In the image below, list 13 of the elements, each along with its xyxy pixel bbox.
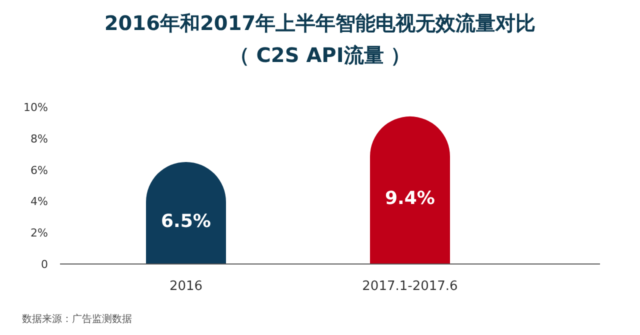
- x-tick-label: 2017.1-2017.6: [362, 279, 458, 294]
- chart-title: 2016年和2017年上半年智能电视无效流量对比: [104, 11, 536, 35]
- data-label: 9.4%: [385, 188, 435, 210]
- y-tick-label: 4%: [30, 195, 48, 208]
- x-tick-label: 2016: [169, 279, 203, 294]
- y-tick-label: 0: [41, 258, 48, 271]
- data-label: 6.5%: [161, 210, 211, 232]
- y-tick-label: 2%: [30, 226, 48, 240]
- y-tick-label: 8%: [30, 132, 48, 146]
- chart-subtitle: （ C2S API流量 ）: [229, 43, 411, 67]
- source-note: 数据来源：广告监测数据: [22, 313, 132, 325]
- y-tick-label: 6%: [30, 164, 48, 177]
- y-tick-label: 10%: [24, 101, 48, 114]
